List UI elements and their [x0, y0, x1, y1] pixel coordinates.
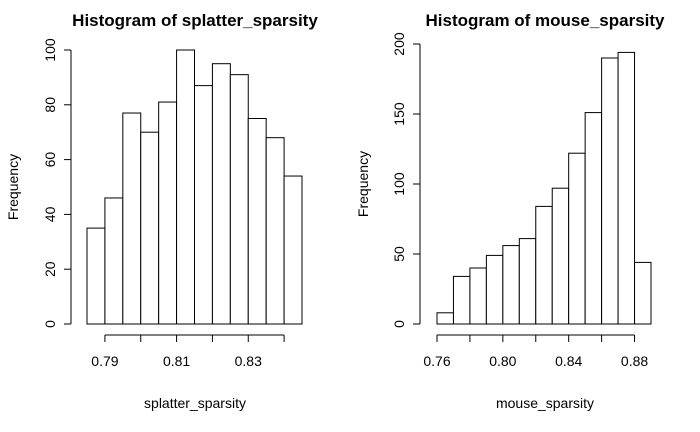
chart1-x-tick-label: 0.79	[91, 353, 118, 369]
chart1-bar	[176, 49, 196, 325]
chart2-y-tick-label: 200	[391, 32, 407, 56]
chart1-title: Histogram of splatter_sparsity	[72, 11, 318, 30]
chart2-bar	[469, 267, 487, 325]
chart1-y-tick-label: 80	[42, 97, 58, 113]
chart2-y-tick-label: 100	[391, 172, 407, 196]
chart2-x-axis-label: mouse_sparsity	[496, 395, 594, 411]
chart1-bar	[229, 74, 249, 325]
chart2-y-tick-label: 150	[391, 102, 407, 126]
chart1-y-axis-label: Frequency	[5, 154, 21, 220]
chart1-bar	[265, 137, 285, 325]
chart2-bar	[584, 112, 603, 325]
chart2-x-tick-label: 0.84	[555, 353, 582, 369]
chart1-bar	[158, 101, 178, 325]
chart2-y-tick-label: 50	[391, 246, 407, 262]
chart2-bar	[535, 205, 553, 325]
chart2-bar	[601, 57, 619, 325]
chart1-y-tick-label: 20	[42, 261, 58, 277]
chart1-x-tick-label: 0.81	[163, 353, 190, 369]
chart1-bar	[247, 118, 267, 325]
chart2-bar	[502, 245, 520, 325]
chart2-title: Histogram of mouse_sparsity	[425, 11, 665, 30]
chart2-x-tick-label: 0.76	[423, 353, 450, 369]
chart1-bar	[211, 63, 231, 325]
chart1-y-tick-label: 40	[42, 206, 58, 222]
chart1-x-tick-label: 0.83	[235, 353, 262, 369]
chart2-y-axis-label: Frequency	[355, 151, 371, 217]
chart2-x-tick-label: 0.80	[489, 353, 516, 369]
chart2-y-tick-label: 0	[391, 320, 407, 328]
chart2-bar	[485, 254, 504, 325]
chart2-bar	[436, 312, 454, 325]
chart2-bar	[634, 261, 652, 325]
chart1-bar	[194, 85, 213, 325]
chart1-bar	[122, 112, 142, 325]
chart1-bar	[104, 197, 124, 325]
chart1-bar	[140, 131, 160, 325]
chart1-x-axis-label: splatter_sparsity	[144, 395, 246, 411]
chart2-bar	[568, 152, 586, 325]
chart2-bar	[617, 51, 636, 325]
chart1-bar	[86, 227, 106, 325]
chart1-bar	[283, 175, 303, 325]
chart2-bar	[452, 275, 471, 325]
chart1-y-tick-label: 100	[42, 38, 58, 62]
chart2-x-tick-label: 0.88	[621, 353, 648, 369]
chart2-bar	[518, 238, 537, 325]
chart2-bar	[551, 187, 570, 325]
chart1-y-tick-label: 0	[42, 320, 58, 328]
chart1-y-tick-label: 60	[42, 152, 58, 168]
